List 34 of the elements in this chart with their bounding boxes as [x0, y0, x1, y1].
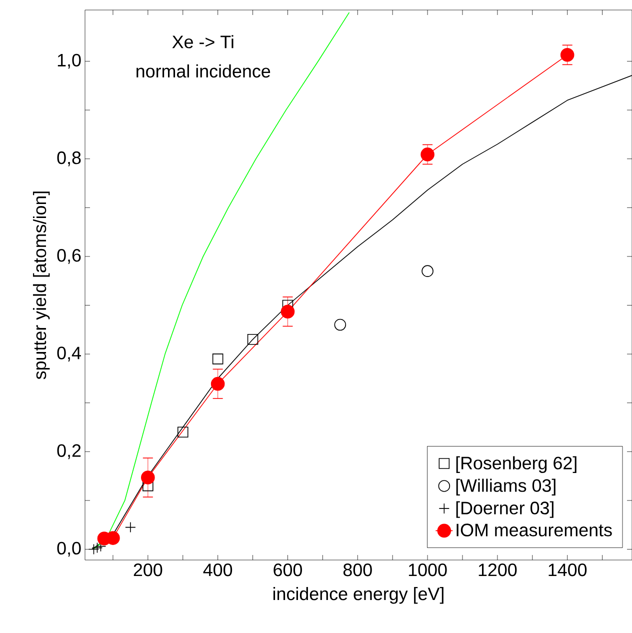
x-tick-label: 1400	[548, 564, 587, 576]
y-tick-label: 0,2	[57, 444, 81, 460]
y-tick-label: 0,8	[57, 151, 81, 166]
point	[142, 480, 154, 492]
legend-label: [Doerner 03]	[456, 501, 554, 518]
y-tick-label: 0,0	[57, 542, 81, 557]
y-tick-label: 0,6	[57, 249, 81, 264]
y-axis-title: sputter yield [atoms/ion]	[32, 192, 50, 380]
x-axis-title: incidence energy [eV]	[273, 587, 444, 604]
x-tick-label: 400	[203, 564, 232, 576]
x-tick-label: 1000	[408, 564, 447, 576]
annotation: normal incidence	[136, 64, 270, 78]
point	[334, 318, 346, 331]
y-tick-label: 1,0	[58, 54, 81, 69]
point	[247, 334, 258, 345]
point	[280, 304, 295, 318]
y-tick-label: 0,4	[57, 346, 81, 362]
x-tick-label: 200	[134, 564, 162, 576]
line-series	[92, 12, 350, 550]
point	[422, 265, 434, 277]
point	[212, 354, 224, 364]
x-tick-label: 1200	[478, 564, 517, 576]
x-tick-label: 600	[274, 564, 302, 576]
point	[106, 531, 120, 545]
point	[141, 470, 155, 484]
point	[177, 426, 188, 438]
point	[210, 376, 225, 391]
legend-label: [Rosenberg 62]	[456, 456, 576, 473]
legend-label: IOM measurements	[456, 524, 612, 536]
point	[560, 48, 574, 62]
legend-label: [Williams 03]	[456, 478, 556, 496]
annotation: Xe -> Ti	[172, 35, 234, 48]
x-tick-label: 800	[343, 564, 372, 576]
point	[420, 148, 434, 162]
